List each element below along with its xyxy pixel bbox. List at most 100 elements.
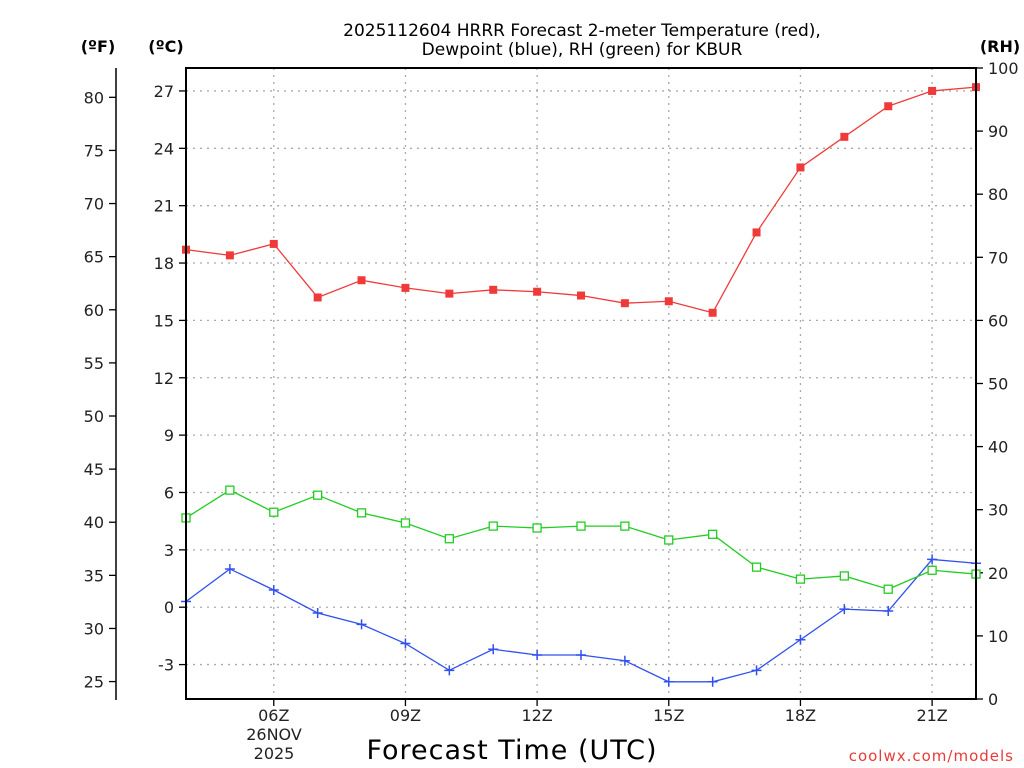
temperature-point [489, 285, 498, 294]
fahrenheit-tick-label: 80 [84, 88, 104, 107]
temperature-point [533, 287, 542, 296]
celsius-tick-label: 18 [154, 254, 174, 273]
celsius-tick-label: 9 [164, 426, 174, 445]
dewpoint-point [312, 607, 323, 618]
rh-unit-label: (RH) [980, 37, 1020, 56]
dewpoint-point [619, 655, 630, 666]
fahrenheit-tick-label: 50 [84, 407, 104, 426]
temperature-point [928, 86, 937, 95]
rh-point [356, 508, 367, 518]
credit-link[interactable]: coolwx.com/models [849, 747, 1014, 765]
temperature-point [708, 308, 717, 317]
dewpoint-point [224, 563, 235, 574]
temperature-point [577, 291, 585, 300]
fahrenheit-tick-label: 65 [84, 248, 104, 267]
dewpoint-point [795, 634, 806, 645]
rh-tick-label: 100 [988, 59, 1019, 78]
fahrenheit-tick-label: 40 [84, 513, 104, 532]
rh-tick-label: 60 [988, 311, 1008, 330]
series-group [181, 83, 981, 687]
rh-point [225, 485, 235, 495]
celsius-tick-label: 0 [164, 598, 174, 617]
fahrenheit-tick-label: 60 [84, 301, 104, 320]
dewpoint-point [927, 554, 938, 565]
x-tick-label: 18Z [785, 706, 816, 725]
rh-point [883, 584, 893, 594]
dewpoint-line [185, 558, 977, 683]
rh-tick-label: 50 [988, 375, 1008, 394]
rh-line [185, 489, 977, 590]
fahrenheit-tick-label: 30 [84, 619, 104, 638]
celsius-unit-label: (ºC) [148, 37, 183, 56]
rh-point [839, 571, 849, 581]
rh-tick-label: 90 [988, 122, 1008, 141]
celsius-tick-label: 21 [154, 197, 174, 216]
dewpoint-point [488, 644, 499, 655]
celsius-tick-label: 24 [154, 139, 174, 158]
temperature-point [620, 299, 629, 308]
celsius-tick-label: 3 [164, 541, 174, 560]
rh-point [576, 521, 586, 531]
temperature-point [840, 132, 849, 141]
fahrenheit-tick-label: 25 [84, 673, 104, 692]
temperature-point [269, 239, 278, 248]
rh-point [532, 523, 542, 533]
temperature-line [185, 86, 977, 314]
rh-tick-label: 70 [988, 248, 1008, 267]
dewpoint-point [751, 665, 762, 676]
celsius-tick-label: 12 [154, 369, 174, 388]
fahrenheit-unit-label: (ºF) [81, 37, 116, 56]
dewpoint-point [576, 650, 586, 661]
temperature-point [225, 251, 234, 260]
chart-title-line-2: Dewpoint (blue), RH (green) for KBUR [422, 40, 743, 60]
rh-point [488, 521, 498, 531]
x-tick-label: 15Z [653, 706, 684, 725]
rh-tick-label: 0 [988, 690, 998, 709]
rh-point [313, 490, 323, 500]
temperature-point [884, 102, 893, 111]
date-label-year: 2025 [254, 744, 295, 763]
rh-point [927, 565, 937, 575]
rh-point [664, 535, 674, 545]
dewpoint-point [839, 604, 850, 615]
dewpoint-point [883, 606, 894, 617]
fahrenheit-tick-label: 75 [84, 141, 104, 160]
dewpoint-point [663, 676, 674, 687]
temperature-point [445, 289, 454, 298]
rh-point [751, 562, 762, 572]
date-label-day: 26NOV [246, 725, 302, 744]
x-tick-label: 12Z [521, 706, 552, 725]
rh-point [444, 534, 454, 544]
rh-point [795, 574, 806, 584]
axes: -3 0 3 6 9 12 15 18 21 24 27 25 30 35 40 45 50 55 60 65 70 75… [84, 59, 1019, 725]
rh-tick-label: 10 [988, 627, 1008, 646]
chart-title-line-1: 2025112604 HRRR Forecast 2-meter Tempera… [343, 21, 821, 41]
celsius-tick-label: -3 [158, 656, 174, 675]
rh-tick-label: 80 [988, 185, 1008, 204]
dewpoint-point [356, 619, 367, 630]
grid-lines [186, 68, 976, 699]
rh-tick-label: 40 [988, 438, 1008, 457]
dewpoint-point [268, 585, 279, 596]
plot-frame [185, 67, 977, 700]
dewpoint-point [400, 638, 411, 649]
x-tick-label: 21Z [916, 706, 947, 725]
rh-point [620, 521, 630, 531]
temperature-point [313, 293, 322, 302]
rh-point [400, 518, 411, 528]
temperature-point [664, 297, 673, 306]
rh-tick-label: 20 [988, 564, 1008, 583]
rh-tick-label: 30 [988, 501, 1008, 520]
rh-point [708, 529, 718, 539]
temperature-point [752, 228, 761, 237]
dewpoint-point [532, 650, 543, 661]
fahrenheit-tick-label: 35 [84, 566, 104, 585]
rh-point [269, 507, 279, 517]
x-tick-label: 06Z [258, 706, 289, 725]
x-axis-title: Forecast Time (UTC) [366, 735, 657, 766]
fahrenheit-tick-label: 45 [84, 460, 104, 479]
celsius-tick-label: 6 [164, 483, 174, 502]
dewpoint-point [444, 665, 455, 676]
celsius-tick-label: 27 [154, 82, 174, 101]
